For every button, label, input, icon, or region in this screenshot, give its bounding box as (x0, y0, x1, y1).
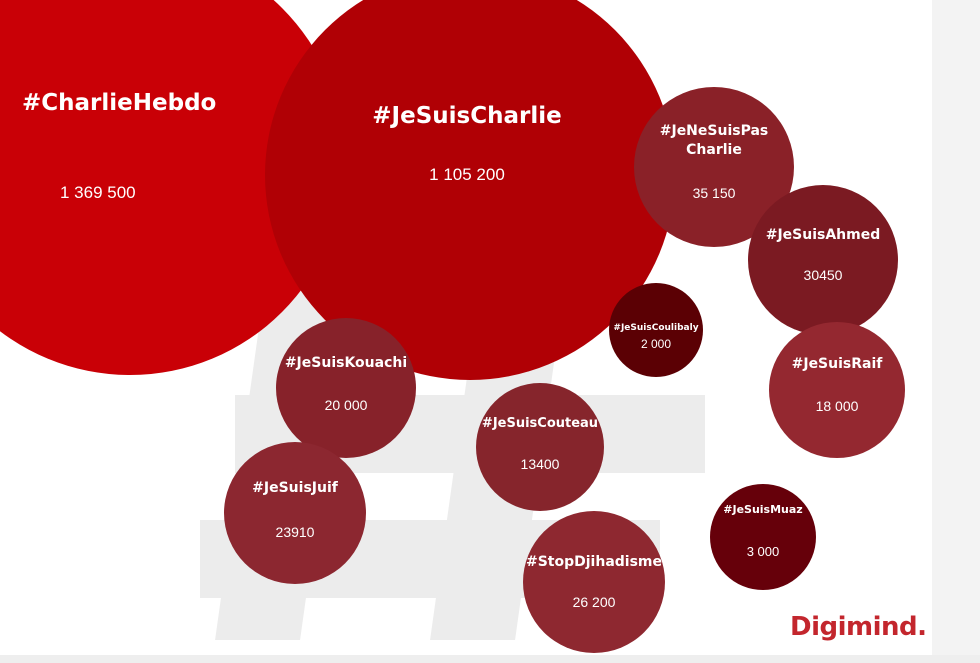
bubble-value: 1 369 500 (60, 183, 136, 202)
bubble-label: #JeSuisAhmed (766, 227, 881, 243)
bubble-value: 30450 (804, 267, 843, 283)
bubble-label: #JeSuisRaif (792, 356, 884, 372)
bubble-charlie-hebdo: #CharlieHebdo 1 369 500 (0, 0, 345, 375)
bubble-je-suis-couteau: #JeSuisCouteau 13400 (476, 383, 604, 511)
bubble-label: #JeSuisCouteau (482, 416, 598, 431)
bubble-value: 3 000 (747, 544, 780, 559)
bubble-circle (523, 511, 665, 653)
bubble-circle (748, 185, 898, 335)
bubble-value: 2 000 (641, 337, 671, 351)
page-bottom-band (0, 655, 980, 663)
bubble-label: #JeSuisMuaz (723, 503, 802, 516)
bubble-je-ne-suis-pas-charlie: #JeNeSuisPas Charlie 35 150 (634, 87, 794, 247)
bubble-value: 18 000 (816, 398, 859, 414)
bubble-circle (276, 318, 416, 458)
bubble-circle (609, 283, 703, 377)
bubble-label: #CharlieHebdo (22, 90, 216, 116)
bubble-label: #JeSuisJuif (252, 480, 339, 496)
bubble-je-suis-muaz: #JeSuisMuaz 3 000 (710, 484, 816, 590)
bubble-je-suis-raif: #JeSuisRaif 18 000 (769, 322, 905, 458)
bubble-label: #JeSuisKouachi (285, 355, 407, 371)
bubble-stop-djihadisme: #StopDjihadisme 26 200 (523, 511, 665, 653)
bubble-label: #JeSuisCharlie (372, 103, 561, 129)
bubble-circle (0, 0, 345, 375)
brand-logo: Digimind. (790, 612, 927, 642)
bubble-value: 35 150 (693, 185, 736, 201)
bubble-value: 20 000 (325, 397, 368, 413)
bubble-value: 26 200 (573, 594, 616, 610)
page-edge (932, 0, 980, 663)
bubble-circle (769, 322, 905, 458)
bubble-je-suis-coulibaly: #JeSuisCoulibaly 2 000 (609, 283, 703, 377)
bubble-je-suis-charlie: #JeSuisCharlie 1 105 200 (265, 0, 675, 380)
bubble-circle (265, 0, 675, 380)
bubble-circle (476, 383, 604, 511)
bubble-label: #StopDjihadisme (526, 554, 662, 570)
bubble-label: #JeSuisCoulibaly (613, 323, 698, 333)
bubble-je-suis-ahmed: #JeSuisAhmed 30450 (748, 185, 898, 335)
bubble-je-suis-kouachi: #JeSuisKouachi 20 000 (276, 318, 416, 458)
bubble-value: 1 105 200 (429, 165, 505, 184)
bubble-je-suis-juif: #JeSuisJuif 23910 (224, 442, 366, 584)
bubble-label: #JeNeSuisPas Charlie (660, 123, 769, 158)
bubble-circle (710, 484, 816, 590)
bubble-circle (634, 87, 794, 247)
bubble-value: 23910 (276, 524, 315, 540)
bubble-circle (224, 442, 366, 584)
bubble-value: 13400 (521, 456, 560, 472)
